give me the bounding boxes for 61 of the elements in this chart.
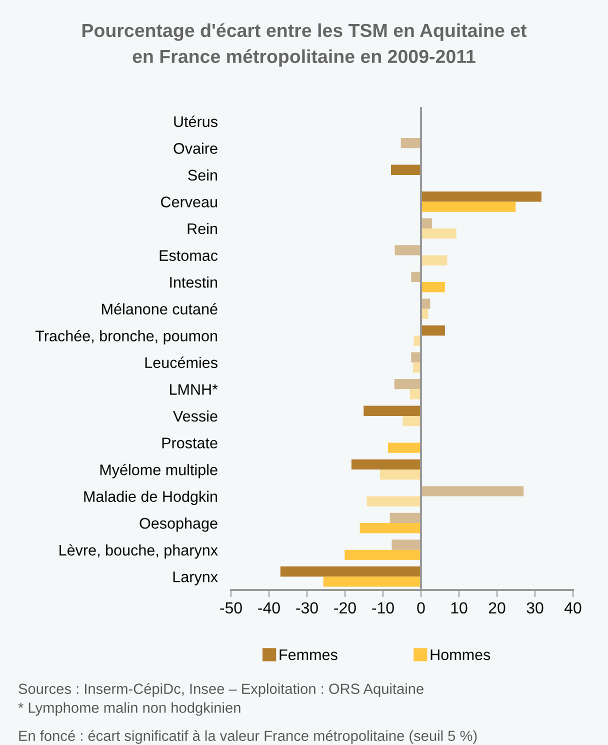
x-tick-label: -50: [220, 602, 242, 614]
bar: [366, 496, 421, 506]
y-tick-label: Maladie de Hodgkin: [84, 490, 218, 505]
bar: [344, 550, 421, 560]
bar: [280, 566, 421, 577]
bar: [323, 576, 421, 587]
bar: [421, 325, 445, 336]
bar: [351, 459, 421, 470]
y-tick-label: Prostate: [162, 438, 218, 448]
bar: [390, 512, 421, 524]
bar: [421, 282, 445, 292]
x-tick-label: 20: [488, 602, 506, 614]
bar: [421, 486, 524, 496]
bar: [380, 470, 421, 480]
bar: [421, 298, 430, 309]
bar: [388, 442, 421, 453]
x-tick-label: -10: [372, 602, 394, 614]
y-tick-label: Larynx: [173, 572, 218, 586]
y-tick-label: Myélome multiple: [100, 464, 218, 478]
bar: [411, 352, 421, 362]
y-tick-label: Trachée, bronche, poumon: [35, 330, 218, 344]
y-tick-label: Ovaire: [174, 142, 218, 154]
bar: [411, 272, 421, 282]
y-tick-label: Mélanone cutané: [102, 303, 218, 315]
y-tick-label: Sein: [188, 169, 218, 181]
y-tick-label: Intestin: [170, 276, 218, 288]
x-tick-label: 10: [451, 602, 468, 614]
y-tick-label: Rein: [188, 222, 218, 234]
bar: [360, 523, 421, 534]
y-tick-label: Leucémies: [145, 356, 218, 368]
y-tick-label: Utérus: [174, 116, 218, 128]
bar: [421, 228, 456, 239]
x-tick-label: 0: [417, 602, 425, 614]
y-tick-label: Lèvre, bouche, pharynx: [60, 544, 218, 559]
text: * Lymphome malin non hodgkinien: [18, 702, 240, 716]
bar: [364, 406, 421, 416]
bar: [410, 389, 421, 400]
bar: [421, 192, 542, 202]
source-note: Sources : Inserm-CépiDc, Insee – Exploitation : ORS Aquitaine: [18, 683, 424, 697]
bar: [392, 540, 421, 550]
bar: [402, 416, 421, 426]
y-tick-label: Cerveau: [161, 196, 217, 208]
x-tick-label: 30: [526, 602, 544, 614]
y-tick-label: LMNH*: [170, 384, 218, 395]
bar: [394, 245, 421, 256]
bar: [421, 202, 516, 212]
legend-label: Femmes: [280, 649, 338, 660]
bar: [400, 138, 421, 148]
y-tick-label: Vessie: [173, 410, 218, 422]
y-tick-label: Estomac: [160, 250, 218, 261]
x-tick-label: 40: [564, 602, 582, 614]
x-tick-label: -40: [258, 602, 280, 614]
bar: [421, 255, 448, 266]
y-tick-label: Oesophage: [140, 518, 218, 532]
legend-label: Hommes: [430, 649, 490, 660]
bar: [390, 164, 421, 175]
x-tick-label: -20: [334, 602, 356, 614]
x-tick-label: -30: [296, 602, 318, 614]
bar: [394, 378, 421, 390]
chart-title: Pourcentage d'écart entre les TSM en Aquitaine et en France métropolitaine en 2009-2011: [82, 23, 527, 67]
text: En foncé : écart significatif à la valeur France métropolitaine (seuil 5 %): [19, 730, 477, 744]
